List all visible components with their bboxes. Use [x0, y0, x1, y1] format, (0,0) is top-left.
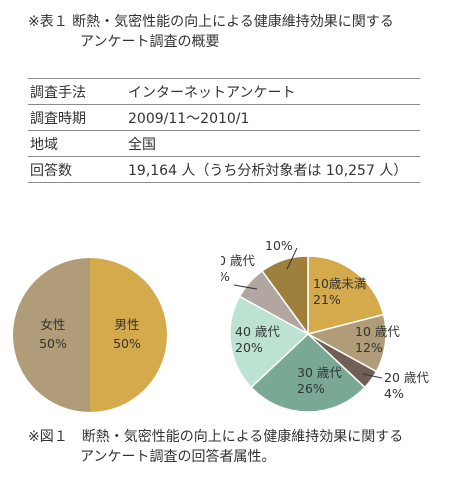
figure-caption: ※図１ 断熱・気密性能の向上による健康維持効果に関する アンケート調査の回答者属…: [28, 427, 438, 467]
row-label: 調査時期: [28, 104, 128, 131]
pie-slice-female: [13, 258, 91, 412]
row-value: 2009/11～2010/1: [128, 104, 420, 131]
pie-value-40歳代: 20%: [235, 340, 263, 355]
row-label: 回答数: [28, 156, 128, 183]
pie-value-60歳代: 10%: [265, 240, 293, 253]
pie-value-10歳未満: 21%: [313, 292, 341, 307]
pie-label-40歳代: 40 歳代: [235, 324, 280, 339]
row-label: 調査手法: [28, 78, 128, 105]
leader-line-20歳代: [362, 373, 383, 379]
pie-value-female: 50%: [39, 336, 67, 351]
table-caption-line-2: アンケート調査の概要: [80, 34, 220, 50]
pie-label-female: 女性: [40, 317, 65, 332]
pie-slice-40歳代: [229, 295, 310, 389]
pie-label-50歳代: 50 歳代: [221, 253, 255, 268]
figure-caption-line-2: アンケート調査の回答者属性。: [80, 449, 276, 465]
pie-label-10歳未満: 10歳未満: [313, 276, 366, 291]
pie-label-20歳代: 20 歳代: [384, 370, 429, 385]
row-value: インターネットアンケート: [128, 78, 420, 105]
table-row: 地域 全国: [28, 130, 420, 157]
row-value: 全国: [128, 130, 420, 157]
pie-label-10歳代: 10 歳代: [355, 324, 400, 339]
table-row: 調査手法 インターネットアンケート: [28, 78, 420, 105]
pie-value-male: 50%: [113, 336, 141, 351]
row-value: 19,164 人（うち分析対象者は 10,257 人）: [128, 156, 420, 183]
pie-label-male: 男性: [114, 317, 139, 332]
leader-line-50歳代: [233, 284, 258, 290]
survey-overview-table: 調査手法 インターネットアンケート 調査時期 2009/11～2010/1 地域…: [28, 78, 420, 183]
pie-value-50歳代: 7%: [221, 269, 230, 284]
table-caption: ※表１ 断熱・気密性能の向上による健康維持効果に関する アンケート調査の概要: [28, 12, 438, 52]
pie-value-20歳代: 4%: [384, 386, 404, 401]
row-label: 地域: [28, 130, 128, 157]
pie-slice-30歳代: [250, 332, 366, 413]
figure-caption-line-1: ※図１ 断熱・気密性能の向上による健康維持効果に関する: [28, 429, 404, 445]
leader-line-60歳代: [286, 247, 298, 270]
gender-pie-chart: 男性 50% 女性 50%: [13, 258, 167, 412]
pie-value-30歳代: 26%: [297, 381, 325, 396]
table-row: 調査時期 2009/11～2010/1: [28, 104, 420, 131]
pie-label-30歳代: 30 歳代: [297, 365, 342, 380]
pie-slice-10歳未満: [307, 255, 385, 335]
pie-slice-60歳代: [261, 255, 309, 337]
pie-slice-male: [90, 258, 167, 412]
table-caption-line-1: ※表１ 断熱・気密性能の向上による健康維持効果に関する: [28, 14, 394, 30]
pie-value-10歳代: 12%: [355, 340, 383, 355]
table-row: 回答数 19,164 人（うち分析対象者は 10,257 人）: [28, 156, 420, 183]
